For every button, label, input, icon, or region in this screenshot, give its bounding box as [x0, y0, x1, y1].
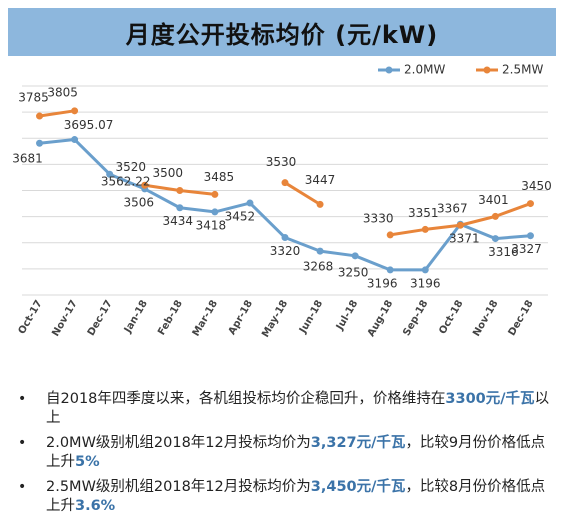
x-tick-label: Dec-17: [86, 298, 115, 337]
data-label: 3452: [225, 210, 256, 224]
data-label: 3316: [488, 245, 519, 259]
bullet-text: 2.0MW级别机组2018年12月投标均价为: [46, 435, 311, 451]
highlight-text: 5%: [75, 454, 100, 470]
data-label: 3681: [12, 152, 43, 166]
data-point: [71, 107, 79, 115]
data-label: 3196: [367, 276, 398, 290]
data-point: [526, 232, 534, 240]
data-label: 3785: [18, 91, 49, 105]
data-point: [246, 199, 254, 207]
data-point: [281, 179, 289, 187]
x-tick-label: Jan-18: [122, 298, 150, 335]
data-label: 3485: [204, 170, 235, 184]
data-point: [176, 187, 184, 194]
data-point: [281, 234, 289, 242]
title-banner: 月度公开投标均价 (元/kW): [8, 8, 556, 56]
data-point: [71, 136, 79, 144]
data-point: [421, 225, 429, 233]
x-tick-label: Aug-18: [366, 298, 396, 338]
line-chart: Oct-17 Nov-17 Dec-17 Jan-18 Feb-18 Mar-18 Apr-…: [12, 63, 552, 340]
data-point: [421, 266, 429, 274]
x-tick-label: May-18: [260, 298, 290, 339]
data-point: [106, 170, 114, 178]
data-label: 3268: [303, 260, 334, 274]
data-label: 3371: [449, 232, 480, 246]
bullet-text: ，比较9月份价格低点上升: [46, 435, 546, 470]
bullet-item: 自2018年四季度以来，各机组投标均价企稳回升，价格维持在3300元/千瓦以上: [14, 390, 554, 428]
bullet-text: 自2018年四季度以来，各机组投标均价企稳回升，价格维持在: [46, 391, 446, 407]
highlight-text: 3,450元/千瓦: [310, 479, 406, 495]
bullet-item: 2.5MW级别机组2018年12月投标均价为3,450元/千瓦，比较8月份价格低…: [14, 478, 554, 516]
data-label: 3320: [270, 244, 301, 258]
data-point: [491, 212, 499, 220]
data-label: 3695.07: [64, 118, 114, 132]
x-tick-label: Mar-18: [191, 298, 220, 338]
data-label: 3351: [408, 206, 439, 220]
bullet-text: ，比较8月份价格低点上升: [46, 479, 546, 514]
data-point: [316, 247, 324, 255]
bullet-list: 自2018年四季度以来，各机组投标均价企稳回升，价格维持在3300元/千瓦以上 2…: [14, 390, 554, 522]
highlight-text: 3.6%: [75, 498, 116, 514]
data-point: [351, 252, 359, 260]
data-label: 3450: [521, 179, 552, 193]
data-label: 3562.22: [101, 175, 151, 189]
series-line: [38, 109, 77, 118]
data-point: [36, 112, 44, 120]
data-label: 3327: [511, 242, 542, 256]
highlight-text: 3,327元/千瓦: [310, 435, 406, 451]
data-label: 3196: [410, 276, 441, 290]
data-label: 3367: [437, 202, 468, 216]
data-label: 3520: [115, 160, 146, 174]
bullet-text: 2.5MW级别机组2018年12月投标均价为: [46, 479, 311, 495]
legend-marker: [483, 66, 491, 74]
data-label: 3805: [47, 85, 78, 99]
x-tick-label: Nov-17: [50, 298, 79, 338]
chart-title: 月度公开投标均价 (元/kW): [125, 20, 439, 49]
legend-marker: [385, 66, 393, 74]
x-tick-label: Jul-18: [334, 298, 360, 332]
data-point: [526, 200, 534, 208]
x-tick-label: Jun-18: [297, 298, 325, 336]
data-point: [211, 190, 219, 198]
data-point: [211, 208, 219, 216]
data-point: [456, 221, 464, 229]
data-label: 3434: [163, 214, 194, 228]
bullet-text: 以上: [46, 391, 550, 426]
data-label: 3330: [363, 211, 394, 225]
data-label: 3506: [123, 195, 154, 209]
x-tick-label: Feb-18: [156, 298, 185, 337]
x-tick-label: Sep-18: [401, 298, 430, 337]
data-label: 3418: [196, 218, 227, 232]
x-tick-label: Nov-18: [471, 298, 500, 338]
legend-label: 2.5MW: [502, 63, 543, 77]
bullet-item: 2.0MW级别机组2018年12月投标均价为3,327元/千瓦，比较9月份价格低…: [14, 434, 554, 472]
data-point: [176, 204, 184, 212]
data-point: [386, 266, 394, 274]
data-label: 3250: [338, 265, 369, 279]
x-tick-label: Oct-17: [17, 298, 45, 336]
x-tick-label: Dec-18: [507, 298, 536, 337]
data-label: 3447: [305, 173, 336, 187]
data-point: [491, 235, 499, 243]
series-line: [283, 181, 322, 206]
data-point: [316, 200, 324, 208]
data-point: [141, 181, 149, 189]
data-point: [386, 231, 394, 239]
data-label: 3500: [153, 166, 184, 180]
data-point: [36, 139, 44, 147]
highlight-text: 3300元/千瓦: [445, 391, 535, 407]
data-label: 3530: [266, 155, 297, 169]
legend-label: 2.0MW: [404, 63, 445, 77]
data-label: 3401: [478, 193, 509, 207]
x-tick-label: Apr-18: [227, 298, 255, 336]
x-tick-label: Oct-18: [437, 298, 465, 336]
